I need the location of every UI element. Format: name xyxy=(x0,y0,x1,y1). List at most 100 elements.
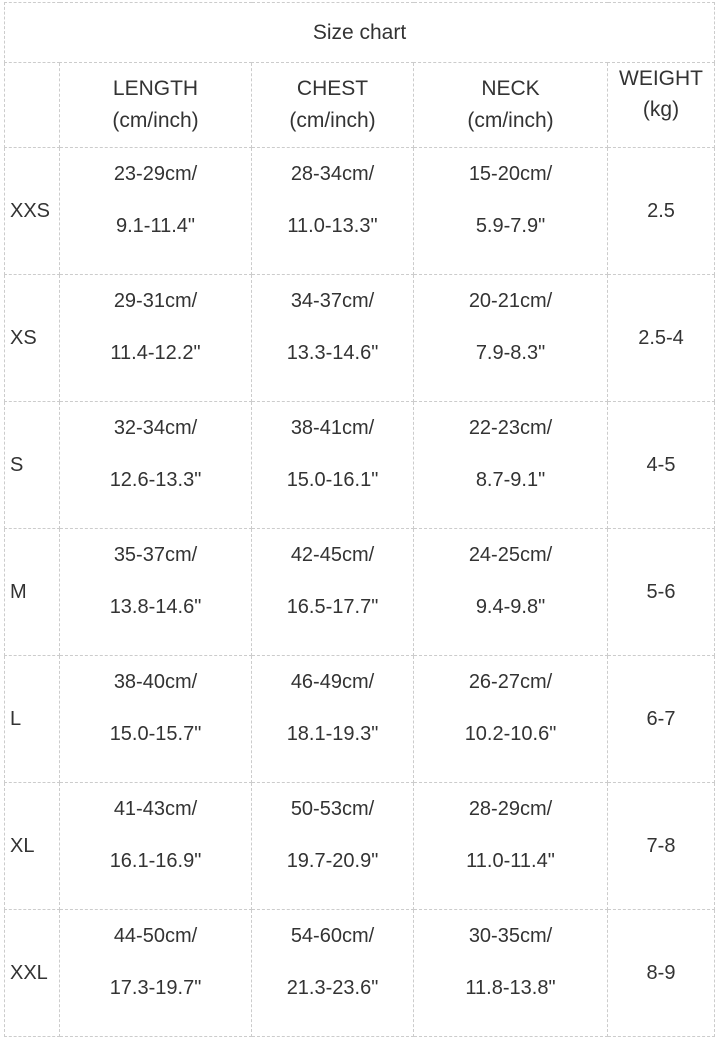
weight-value: 7-8 xyxy=(607,782,715,910)
weight-value: 2.5-4 xyxy=(607,274,715,402)
neck-cell: 22-23cm/ 8.7-9.1" xyxy=(413,401,608,529)
size-label: S xyxy=(4,401,60,529)
chart-title: Size chart xyxy=(4,2,715,63)
weight-value: 2.5 xyxy=(607,147,715,275)
chest-cm-value: 34-37cm/ xyxy=(290,290,375,312)
neck-inch-value: 10.2-10.6" xyxy=(464,723,557,745)
chest-header-unit: (cm/inch) xyxy=(289,109,376,132)
neck-cm-value: 24-25cm/ xyxy=(468,544,553,566)
chest-cm-value: 46-49cm/ xyxy=(290,671,375,693)
weight-value: 4-5 xyxy=(607,401,715,529)
length-cm-value: 29-31cm/ xyxy=(113,290,198,312)
neck-cell: 15-20cm/ 5.9-7.9" xyxy=(413,147,608,275)
chest-cell: 42-45cm/ 16.5-17.7" xyxy=(251,528,414,656)
length-cell: 41-43cm/ 16.1-16.9" xyxy=(59,782,252,910)
size-label: XL xyxy=(4,782,60,910)
size-label: M xyxy=(4,528,60,656)
table-row-l: L 38-40cm/ 15.0-15.7" 46-49cm/ 18.1-19.3… xyxy=(4,655,715,783)
length-cm-value: 41-43cm/ xyxy=(113,798,198,820)
chest-cell: 34-37cm/ 13.3-14.6" xyxy=(251,274,414,402)
neck-inch-value: 7.9-8.3" xyxy=(475,342,546,364)
neck-cm-value: 22-23cm/ xyxy=(468,417,553,439)
neck-cm-value: 20-21cm/ xyxy=(468,290,553,312)
length-inch-value: 16.1-16.9" xyxy=(109,850,202,872)
size-label: XXS xyxy=(4,147,60,275)
length-cm-value: 23-29cm/ xyxy=(113,163,198,185)
chest-cm-value: 50-53cm/ xyxy=(290,798,375,820)
length-header-label: LENGTH xyxy=(112,77,199,100)
length-cm-value: 44-50cm/ xyxy=(113,925,198,947)
neck-inch-value: 11.8-13.8" xyxy=(465,977,556,999)
length-cell: 32-34cm/ 12.6-13.3" xyxy=(59,401,252,529)
weight-value: 6-7 xyxy=(607,655,715,783)
chest-cell: 50-53cm/ 19.7-20.9" xyxy=(251,782,414,910)
length-cell: 29-31cm/ 11.4-12.2" xyxy=(59,274,252,402)
chest-header-label: CHEST xyxy=(296,77,369,100)
weight-value: 8-9 xyxy=(607,909,715,1037)
chest-cm-value: 42-45cm/ xyxy=(290,544,375,566)
chest-cell: 38-41cm/ 15.0-16.1" xyxy=(251,401,414,529)
neck-cm-value: 26-27cm/ xyxy=(468,671,553,693)
chest-inch-value: 19.7-20.9" xyxy=(286,850,379,872)
neck-inch-value: 5.9-7.9" xyxy=(475,215,546,237)
length-inch-value: 13.8-14.6" xyxy=(109,596,202,618)
table-row-m: M 35-37cm/ 13.8-14.6" 42-45cm/ 16.5-17.7… xyxy=(4,528,715,656)
weight-column-header: WEIGHT (kg) xyxy=(607,62,715,148)
neck-cm-value: 15-20cm/ xyxy=(468,163,553,185)
title-row: Size chart xyxy=(4,2,715,63)
chest-cell: 46-49cm/ 18.1-19.3" xyxy=(251,655,414,783)
weight-value: 5-6 xyxy=(607,528,715,656)
neck-header-label: NECK xyxy=(481,77,540,100)
weight-header-unit: (kg) xyxy=(642,98,680,121)
neck-column-header: NECK (cm/inch) xyxy=(413,62,608,148)
neck-cm-value: 30-35cm/ xyxy=(468,925,553,947)
chest-inch-value: 15.0-16.1" xyxy=(286,469,379,491)
length-header-unit: (cm/inch) xyxy=(112,109,199,132)
neck-inch-value: 9.4-9.8" xyxy=(475,596,546,618)
neck-cell: 20-21cm/ 7.9-8.3" xyxy=(413,274,608,402)
chest-inch-value: 13.3-14.6" xyxy=(286,342,379,364)
size-label: XS xyxy=(4,274,60,402)
length-cm-value: 35-37cm/ xyxy=(113,544,198,566)
header-row: LENGTH (cm/inch) CHEST (cm/inch) NECK (c… xyxy=(4,62,715,148)
table-row-xxs: XXS 23-29cm/ 9.1-11.4" 28-34cm/ 11.0-13.… xyxy=(4,147,715,275)
length-inch-value: 17.3-19.7" xyxy=(109,977,202,999)
neck-inch-value: 11.0-11.4" xyxy=(466,850,555,872)
size-label: L xyxy=(4,655,60,783)
size-label: XXL xyxy=(4,909,60,1037)
length-inch-value: 15.0-15.7" xyxy=(109,723,202,745)
neck-cell: 24-25cm/ 9.4-9.8" xyxy=(413,528,608,656)
neck-cell: 30-35cm/ 11.8-13.8" xyxy=(413,909,608,1037)
length-cell: 38-40cm/ 15.0-15.7" xyxy=(59,655,252,783)
chest-inch-value: 11.0-13.3" xyxy=(287,215,378,237)
length-inch-value: 9.1-11.4" xyxy=(115,215,195,237)
table-row-xs: XS 29-31cm/ 11.4-12.2" 34-37cm/ 13.3-14.… xyxy=(4,274,715,402)
chest-inch-value: 18.1-19.3" xyxy=(286,723,379,745)
size-chart-table: Size chart LENGTH (cm/inch) CHEST (cm/in… xyxy=(4,2,715,1037)
length-cm-value: 32-34cm/ xyxy=(113,417,198,439)
length-inch-value: 12.6-13.3" xyxy=(109,469,202,491)
neck-cell: 28-29cm/ 11.0-11.4" xyxy=(413,782,608,910)
chest-cell: 54-60cm/ 21.3-23.6" xyxy=(251,909,414,1037)
chest-cm-value: 38-41cm/ xyxy=(290,417,375,439)
size-column-header xyxy=(4,62,60,148)
table-row-xl: XL 41-43cm/ 16.1-16.9" 50-53cm/ 19.7-20.… xyxy=(4,782,715,910)
neck-cm-value: 28-29cm/ xyxy=(468,798,553,820)
table-row-s: S 32-34cm/ 12.6-13.3" 38-41cm/ 15.0-16.1… xyxy=(4,401,715,529)
length-column-header: LENGTH (cm/inch) xyxy=(59,62,252,148)
neck-inch-value: 8.7-9.1" xyxy=(475,469,546,491)
table-row-xxl: XXL 44-50cm/ 17.3-19.7" 54-60cm/ 21.3-23… xyxy=(4,909,715,1037)
neck-header-unit: (cm/inch) xyxy=(467,109,554,132)
length-inch-value: 11.4-12.2" xyxy=(110,342,201,364)
length-cell: 23-29cm/ 9.1-11.4" xyxy=(59,147,252,275)
length-cell: 44-50cm/ 17.3-19.7" xyxy=(59,909,252,1037)
chest-cm-value: 54-60cm/ xyxy=(290,925,375,947)
chest-inch-value: 16.5-17.7" xyxy=(286,596,379,618)
neck-cell: 26-27cm/ 10.2-10.6" xyxy=(413,655,608,783)
length-cell: 35-37cm/ 13.8-14.6" xyxy=(59,528,252,656)
chest-column-header: CHEST (cm/inch) xyxy=(251,62,414,148)
chest-cell: 28-34cm/ 11.0-13.3" xyxy=(251,147,414,275)
length-cm-value: 38-40cm/ xyxy=(113,671,198,693)
chest-inch-value: 21.3-23.6" xyxy=(286,977,379,999)
weight-header-label: WEIGHT xyxy=(619,67,703,90)
